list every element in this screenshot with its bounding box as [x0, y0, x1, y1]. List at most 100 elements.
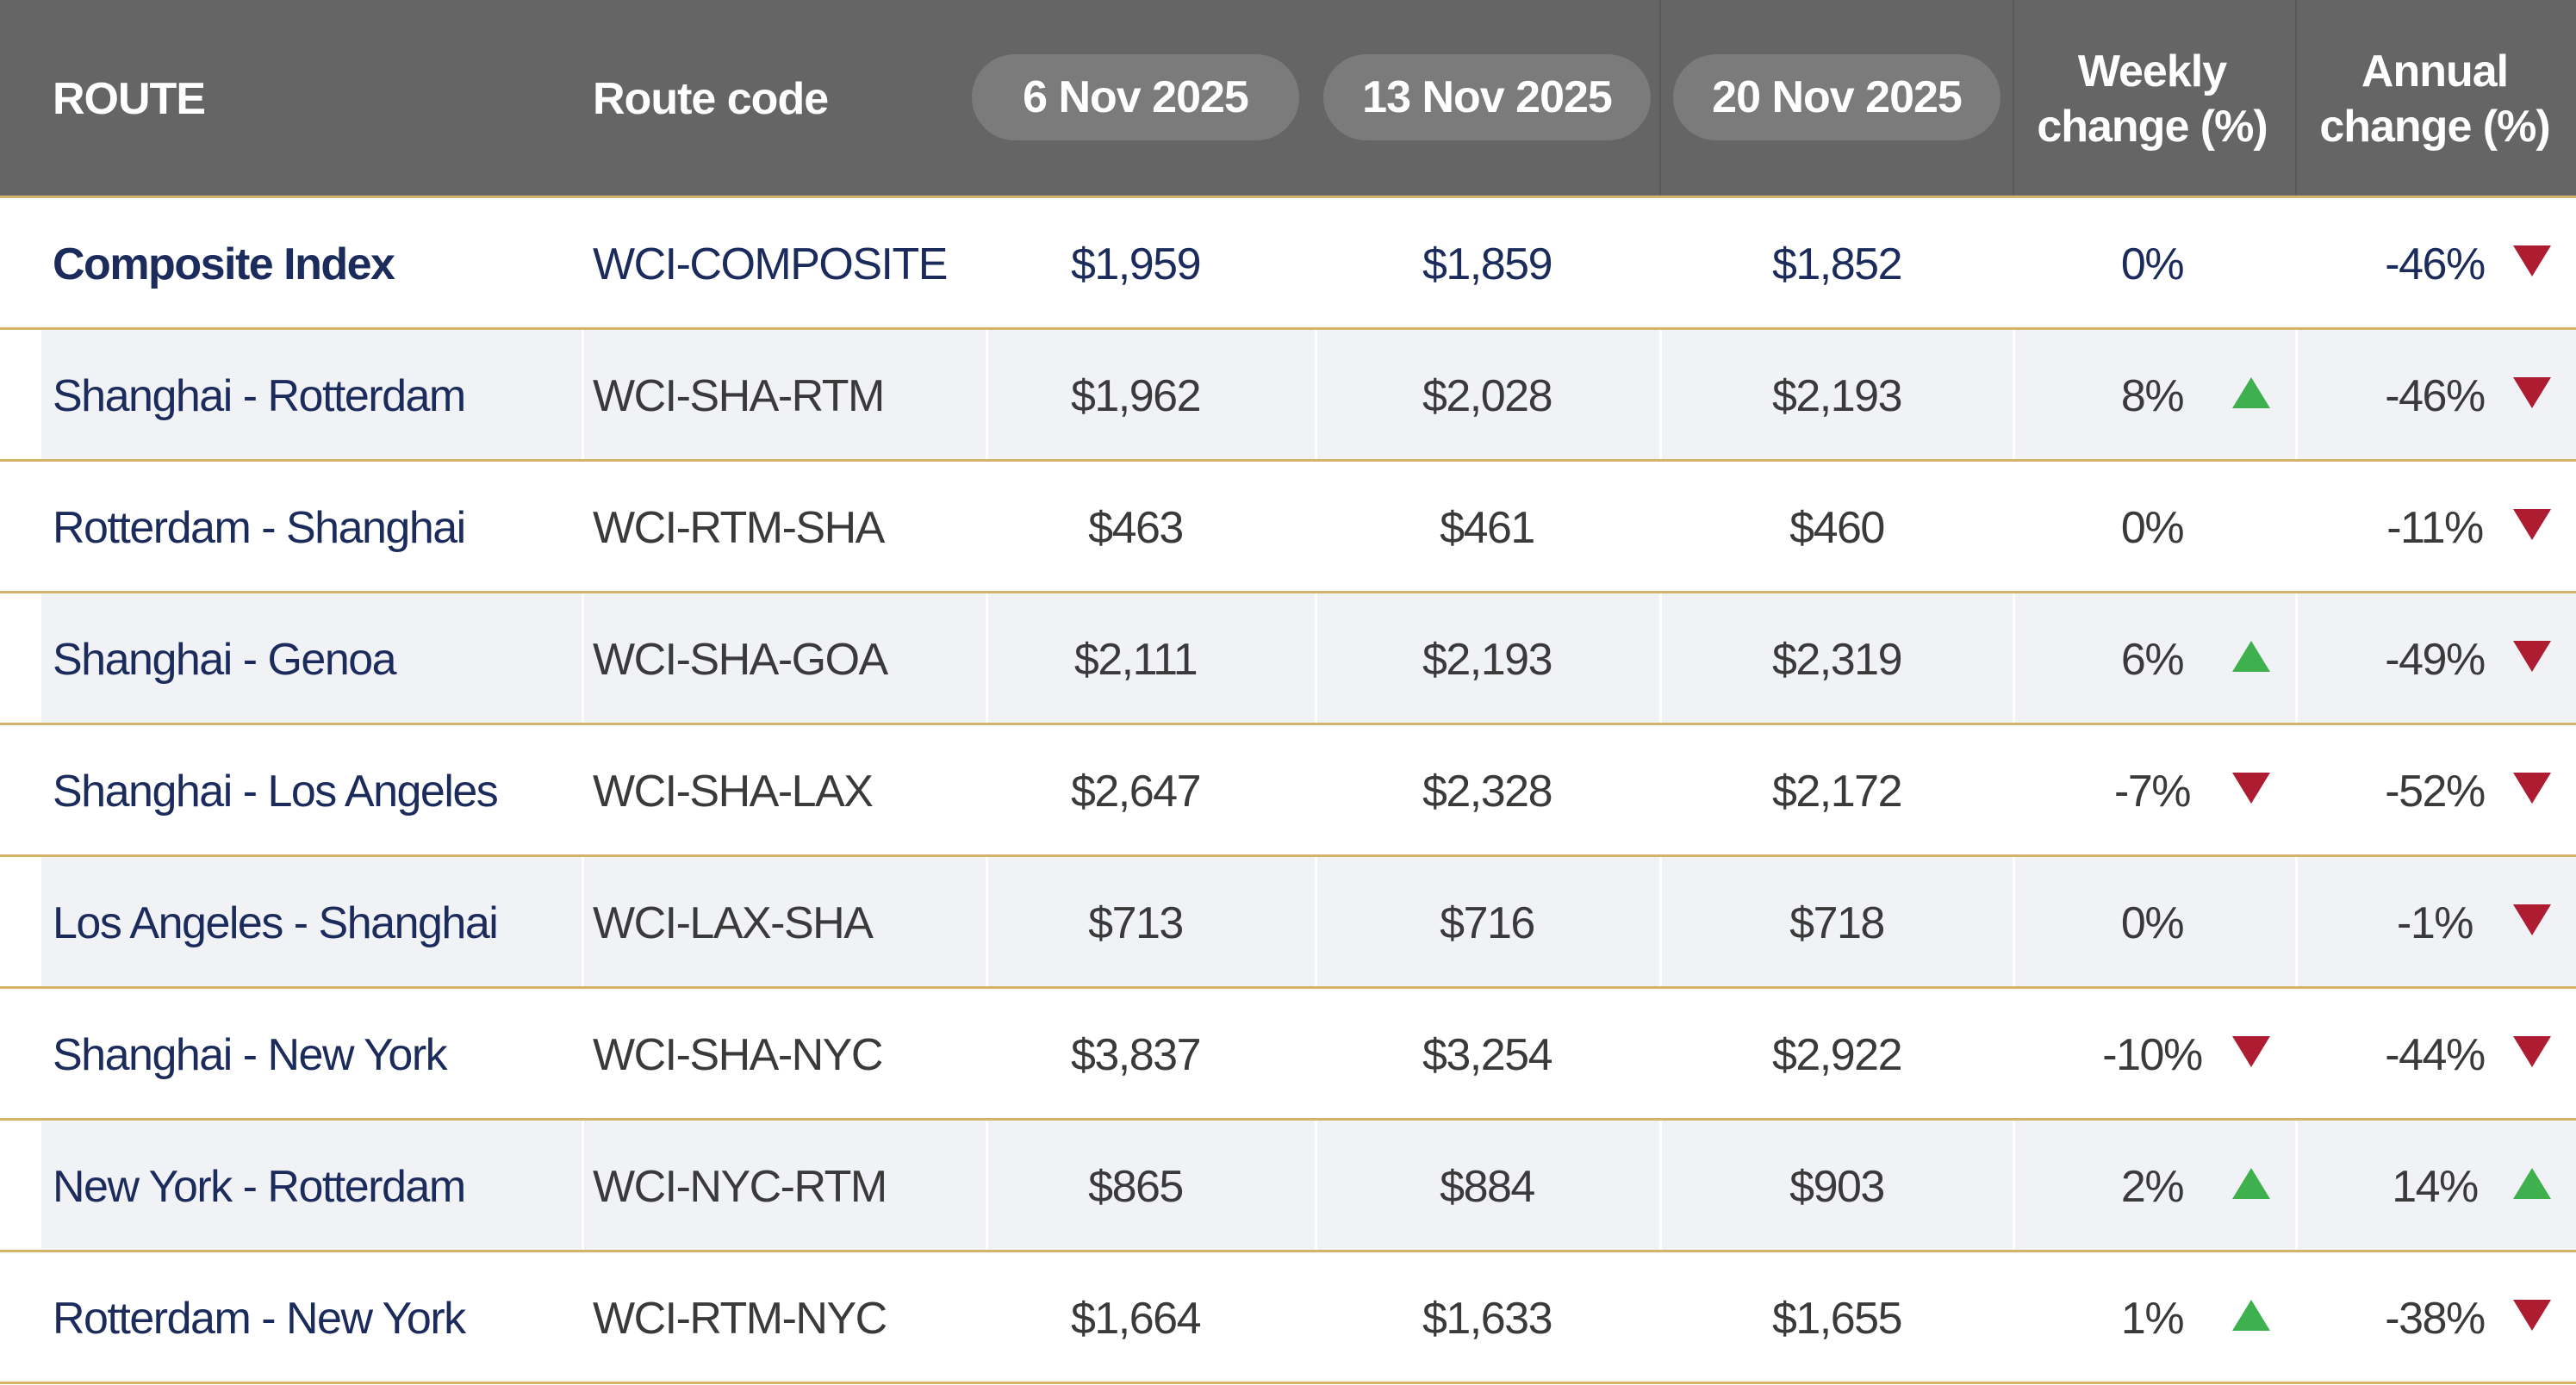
- cell-divider: [986, 330, 988, 462]
- trend-arrow: [2232, 1035, 2270, 1067]
- arrow-shape: [2232, 376, 2270, 408]
- rate-value: $2,193: [1422, 634, 1553, 685]
- rate-value: $2,328: [1422, 766, 1553, 817]
- header-label: Annual change (%): [2319, 47, 2550, 152]
- cell-divider: [2295, 857, 2298, 989]
- cell-divider: [1659, 857, 1662, 989]
- rate-value: $1,633: [1422, 1293, 1553, 1344]
- rate-value: $2,111: [1073, 634, 1198, 685]
- arrow-shape: [2513, 376, 2551, 408]
- header-divider: [1659, 0, 1661, 198]
- change-value: 8%: [2120, 370, 2185, 421]
- arrow-shape: [2513, 640, 2551, 672]
- route-code: WCI-SHA-RTM: [593, 370, 885, 421]
- trend-arrow: [2513, 376, 2551, 408]
- rate-value: $2,319: [1771, 634, 1903, 685]
- rate-value: $865: [1088, 1161, 1184, 1212]
- trend-arrow: [2513, 904, 2551, 935]
- cell-divider: [582, 593, 584, 725]
- rate-value: $3,837: [1070, 1029, 1202, 1080]
- trend-arrow: [2232, 1167, 2270, 1199]
- cell-divider: [2295, 330, 2298, 462]
- arrow-shape: [2513, 1167, 2551, 1199]
- arrow-shape: [2513, 772, 2551, 804]
- trend-arrow: [2513, 245, 2551, 276]
- cell-divider: [1315, 593, 1317, 725]
- change-value: -10%: [2102, 1029, 2203, 1080]
- rate-value: $460: [1789, 502, 1885, 553]
- route-name: Los Angeles - Shanghai: [53, 897, 499, 948]
- rate-value: $463: [1088, 502, 1184, 553]
- trend-arrow: [2513, 640, 2551, 672]
- change-value: -46%: [2385, 370, 2486, 421]
- change-value: -52%: [2385, 766, 2486, 817]
- route-name: Shanghai - Los Angeles: [53, 766, 499, 817]
- trend-arrow: [2513, 1167, 2551, 1199]
- row-rule: [0, 327, 2576, 330]
- route-name: New York - Rotterdam: [53, 1161, 466, 1212]
- route-code: WCI-SHA-NYC: [593, 1029, 883, 1080]
- route-code: WCI-RTM-SHA: [593, 502, 885, 553]
- header-label: Route code: [593, 74, 829, 124]
- rate-value: $713: [1088, 897, 1184, 948]
- arrow-shape: [2513, 1035, 2551, 1067]
- route-code: WCI-SHA-GOA: [593, 634, 888, 685]
- row-background: [41, 857, 2576, 989]
- row-rule: [0, 854, 2576, 857]
- route-name: Rotterdam - Shanghai: [53, 502, 466, 553]
- row-background: [41, 1121, 2576, 1252]
- rate-value: $461: [1440, 502, 1535, 553]
- rate-value: $1,655: [1771, 1293, 1903, 1344]
- arrow-shape: [2232, 640, 2270, 672]
- header-label: ROUTE: [53, 74, 206, 124]
- date-pill: 6 Nov 2025: [972, 54, 1299, 140]
- row-rule: [0, 1382, 2576, 1384]
- route-code: WCI-LAX-SHA: [593, 897, 874, 948]
- change-value: 0%: [2120, 502, 2185, 553]
- rate-value: $2,028: [1422, 370, 1553, 421]
- header-divider: [2295, 0, 2297, 198]
- cell-divider: [986, 857, 988, 989]
- cell-divider: [582, 857, 584, 989]
- change-value: 0%: [2120, 897, 2185, 948]
- rate-value: $1,664: [1070, 1293, 1202, 1344]
- change-value: 6%: [2120, 634, 2185, 685]
- trend-arrow: [2513, 772, 2551, 804]
- cell-divider: [1315, 330, 1317, 462]
- rate-value: $2,172: [1771, 766, 1903, 817]
- route-name: Shanghai - Genoa: [53, 634, 397, 685]
- trend-arrow: [2513, 1035, 2551, 1067]
- rate-value: $2,193: [1771, 370, 1903, 421]
- cell-divider: [2013, 1121, 2015, 1252]
- date-pill: 13 Nov 2025: [1323, 54, 1651, 140]
- trend-arrow: [2513, 1299, 2551, 1331]
- rate-value: $2,647: [1070, 766, 1202, 817]
- rate-value: $903: [1789, 1161, 1885, 1212]
- header-label: Weekly change (%): [2037, 47, 2268, 152]
- change-value: -7%: [2114, 766, 2191, 817]
- cell-divider: [986, 593, 988, 725]
- arrow-shape: [2513, 904, 2551, 935]
- route-code: WCI-SHA-LAX: [593, 766, 874, 817]
- row-rule: [0, 459, 2576, 462]
- cell-divider: [2013, 857, 2015, 989]
- row-rule: [0, 1250, 2576, 1252]
- route-code: WCI-COMPOSITE: [593, 239, 948, 289]
- arrow-shape: [2232, 1299, 2270, 1331]
- route-name: Rotterdam - New York: [53, 1293, 466, 1344]
- row-background: [41, 593, 2576, 725]
- change-value: -44%: [2385, 1029, 2486, 1080]
- route-name: Shanghai - Rotterdam: [53, 370, 466, 421]
- arrow-shape: [2232, 772, 2270, 804]
- change-value: -46%: [2385, 239, 2486, 289]
- cell-divider: [2013, 593, 2015, 725]
- rate-value: $718: [1789, 897, 1885, 948]
- rate-value: $3,254: [1422, 1029, 1553, 1080]
- change-value: -38%: [2385, 1293, 2486, 1344]
- cell-divider: [1315, 857, 1317, 989]
- route-code: WCI-NYC-RTM: [593, 1161, 887, 1212]
- cell-divider: [1315, 1121, 1317, 1252]
- row-background: [41, 330, 2576, 462]
- change-value: 0%: [2120, 239, 2185, 289]
